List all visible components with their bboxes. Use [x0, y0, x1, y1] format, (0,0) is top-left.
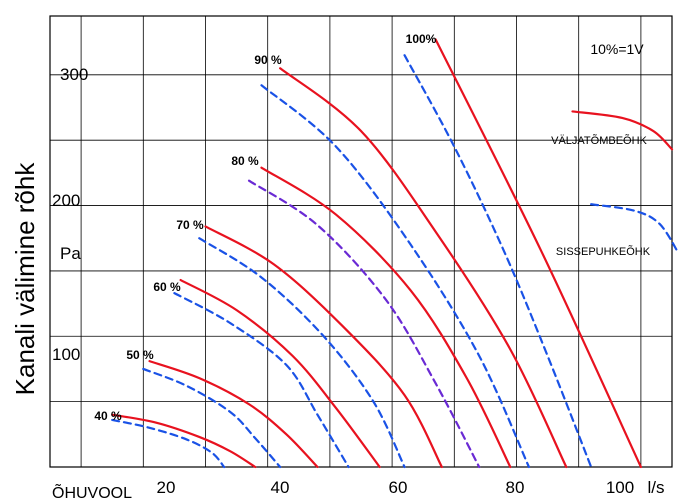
x-unit-label: l/s: [648, 478, 665, 497]
supply-label: SISSEPUHKEÕHK: [556, 245, 651, 258]
curve-supply-70: [198, 237, 406, 469]
x-tick-label: 80: [506, 478, 525, 497]
x-tick-label: 40: [271, 478, 290, 497]
curve-supply-60: [173, 292, 350, 469]
curve-exhaust-60: [179, 278, 381, 469]
y-tick-label: 200: [52, 191, 80, 210]
x-tick-label: 60: [389, 478, 408, 497]
level-label: 70 %: [176, 218, 204, 232]
level-label: 100%: [406, 32, 437, 46]
curve-exhaust-100: [434, 38, 642, 469]
curve-exhaust-legend: [571, 110, 674, 151]
exhaust-label: VÄLJATÕMBEÕHK: [551, 134, 647, 147]
curve-exhaust-80: [260, 166, 512, 469]
curve-supply-50: [142, 367, 282, 469]
curve-supply-80: [247, 179, 481, 469]
y-tick-label: 300: [60, 65, 88, 84]
curve-exhaust-70: [204, 225, 443, 469]
x-tick-label: 20: [157, 478, 176, 497]
level-label: 40 %: [94, 409, 122, 423]
labels: 20 40 60 80 100 100 200 300 Pa ÕHUVOOL l/s Kanali v…: [10, 32, 665, 500]
voltage-note: 10%=1V: [590, 41, 644, 57]
level-label: 50 %: [126, 348, 154, 362]
y-axis-title: Kanali välimine rõhk: [10, 162, 40, 396]
curves: [111, 38, 680, 469]
curve-supply-100: [403, 54, 593, 469]
grid-lines: [50, 16, 672, 467]
curve-supply-90: [260, 84, 531, 469]
y-tick-label: 100: [52, 345, 80, 364]
curve-exhaust-50: [148, 360, 319, 469]
level-label: 80 %: [231, 154, 259, 168]
level-label: 60 %: [153, 280, 181, 294]
x-axis-name: ÕHUVOOL: [52, 482, 132, 500]
y-unit-label: Pa: [60, 244, 81, 263]
curve-supply-legend: [590, 203, 680, 254]
level-label: 90 %: [254, 53, 282, 67]
curve-supply-40: [111, 418, 226, 469]
curve-exhaust-40: [111, 413, 257, 469]
curve-exhaust-90: [279, 67, 568, 469]
x-tick-label: 100: [606, 478, 634, 497]
plot-frame: [49, 15, 673, 468]
